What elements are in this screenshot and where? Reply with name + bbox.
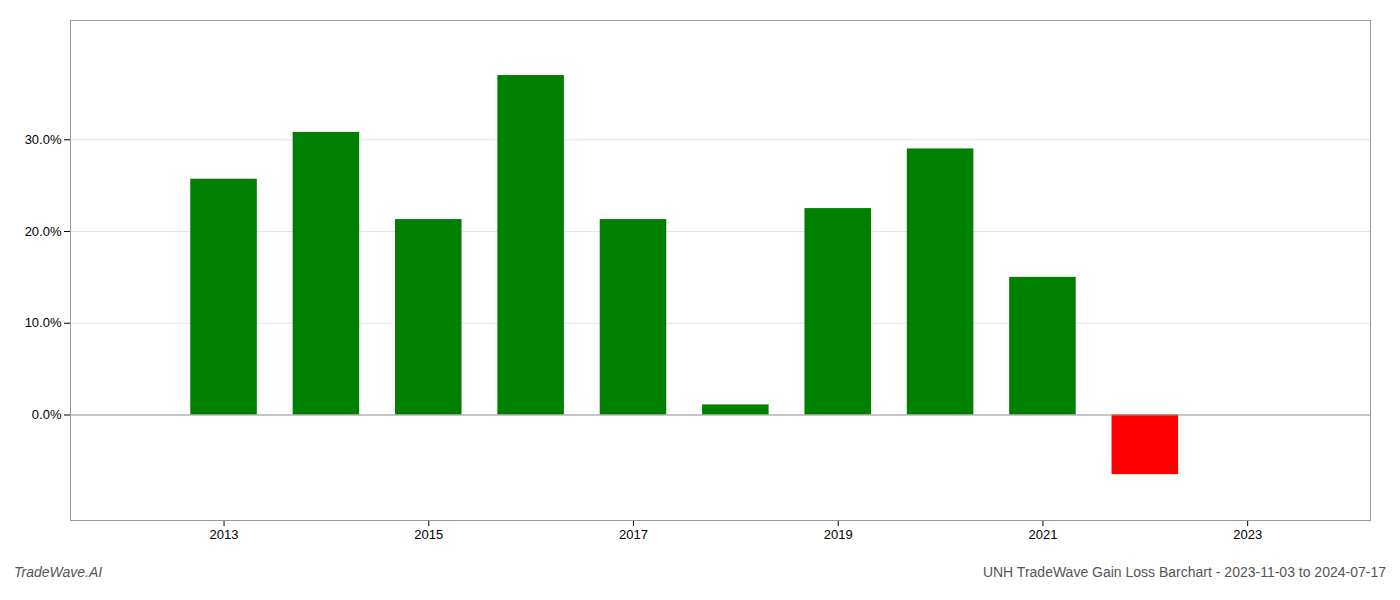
svg-text:2019: 2019 [824, 527, 853, 542]
svg-text:2013: 2013 [210, 527, 239, 542]
html-text:TradeWave.AI: TradeWave.AI [14, 564, 103, 580]
svg-text:10.0%: 10.0% [25, 315, 62, 330]
svg-text:20.0%: 20.0% [25, 224, 62, 239]
svg-text:2023: 2023 [1233, 527, 1262, 542]
svg-text:2021: 2021 [1028, 527, 1057, 542]
svg-text:2015: 2015 [414, 527, 443, 542]
svg-text:30.0%: 30.0% [25, 132, 62, 147]
svg-text:2017: 2017 [619, 527, 648, 542]
svg-text:0.0%: 0.0% [32, 407, 62, 422]
html-text:UNH TradeWave Gain Loss Barcha: UNH TradeWave Gain Loss Barchart - 2023-… [982, 564, 1386, 580]
